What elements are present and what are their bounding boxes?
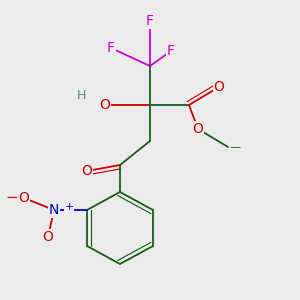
Text: O: O [193,122,203,136]
Text: O: O [19,191,29,205]
Text: O: O [43,230,53,244]
Text: F: F [167,44,175,58]
Text: —: — [230,142,241,152]
Text: N: N [49,203,59,217]
Text: O: O [100,98,110,112]
Text: F: F [146,14,154,28]
Text: −: − [6,190,18,206]
Text: O: O [214,80,224,94]
Text: H: H [76,89,86,103]
Text: F: F [107,41,115,55]
Text: +: + [64,202,74,212]
Text: O: O [82,164,92,178]
